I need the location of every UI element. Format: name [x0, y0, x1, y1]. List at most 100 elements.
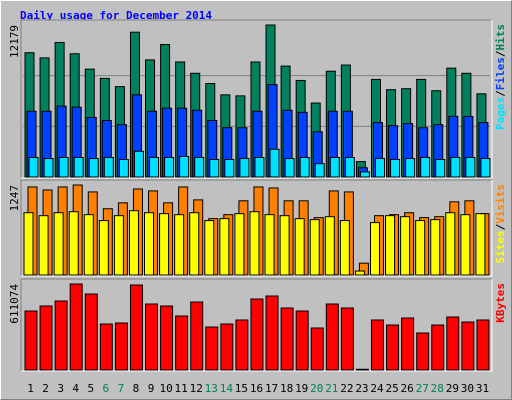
x-tick-label: 17 — [265, 382, 278, 395]
bar — [476, 319, 490, 371]
bar — [415, 220, 426, 276]
y-tick-label: 1247 — [8, 185, 21, 212]
bar — [279, 215, 290, 276]
x-tick-label: 5 — [87, 382, 94, 395]
bar — [254, 156, 265, 178]
bar — [340, 307, 354, 371]
bar — [385, 215, 396, 276]
bar — [249, 211, 260, 276]
bar — [133, 150, 144, 178]
bar — [461, 321, 475, 371]
bar — [145, 303, 159, 371]
legend-separator: / — [494, 90, 507, 97]
bar — [220, 323, 234, 371]
bar — [149, 156, 160, 178]
bar — [235, 319, 249, 371]
bar — [339, 220, 350, 276]
bar — [99, 323, 113, 371]
bar — [420, 156, 431, 178]
legend: Pages/Files/Hits — [494, 24, 507, 130]
bar — [355, 368, 369, 371]
bar — [28, 156, 39, 178]
bar — [88, 158, 99, 178]
bar — [205, 326, 219, 371]
x-tick-label: 13 — [205, 382, 218, 395]
x-tick-label: 11 — [175, 382, 188, 395]
x-tick-label: 16 — [250, 382, 263, 395]
bar — [390, 159, 401, 178]
bar — [401, 317, 415, 371]
bar — [299, 156, 310, 178]
bar — [23, 212, 34, 276]
bar — [68, 211, 79, 276]
bar — [144, 212, 155, 276]
bar — [450, 156, 461, 178]
bar — [294, 218, 305, 276]
bar — [314, 163, 325, 178]
panel-bevel — [21, 20, 493, 179]
bar — [239, 158, 250, 178]
bar — [194, 156, 205, 178]
x-tick-label: 23 — [355, 382, 368, 395]
bar — [435, 159, 446, 178]
bar — [264, 214, 275, 276]
legend-separator: / — [494, 223, 507, 230]
bar — [175, 315, 189, 371]
bar — [344, 156, 355, 178]
x-tick-label: 15 — [235, 382, 248, 395]
bar — [159, 213, 170, 276]
x-tick-label: 6 — [103, 382, 110, 395]
x-tick-label: 28 — [431, 382, 444, 395]
x-tick-label: 29 — [446, 382, 459, 395]
bar — [113, 215, 124, 276]
bar — [295, 310, 309, 371]
bar — [465, 156, 476, 178]
x-tick-label: 27 — [416, 382, 429, 395]
x-tick-label: 1 — [27, 382, 34, 395]
y-tick-label: 611074 — [8, 284, 21, 324]
bar — [430, 219, 441, 276]
legend-entry: Visits — [494, 184, 507, 224]
bar — [445, 212, 456, 276]
bar — [43, 158, 54, 178]
panel-bevel — [21, 180, 493, 277]
bar — [53, 212, 64, 276]
x-tick-label: 20 — [310, 382, 323, 395]
panel-bevel — [21, 279, 493, 372]
bar — [24, 310, 38, 371]
legend-entry: Files — [494, 57, 507, 90]
bar — [369, 222, 380, 276]
bar — [284, 158, 295, 178]
x-tick-label: 7 — [118, 382, 125, 395]
panel-bevel — [20, 179, 492, 276]
x-tick-label: 26 — [401, 382, 414, 395]
bar — [69, 283, 83, 371]
bar — [310, 327, 324, 371]
bar — [354, 270, 365, 276]
x-tick-label: 8 — [133, 382, 140, 395]
legend-entry: Pages — [494, 97, 507, 130]
x-tick-label: 21 — [325, 382, 338, 395]
legend-entry: Sites — [494, 230, 507, 263]
bar — [374, 158, 385, 178]
bar — [475, 213, 486, 276]
bar — [309, 219, 320, 276]
x-tick-label: 4 — [72, 382, 79, 395]
bar — [190, 301, 204, 371]
bar — [269, 148, 280, 178]
panel-bevel — [20, 278, 492, 371]
bar — [160, 305, 174, 371]
x-tick-label: 24 — [370, 382, 384, 395]
x-tick-label: 25 — [385, 382, 398, 395]
y-tick-label: 12179 — [8, 25, 21, 58]
x-tick-label: 9 — [148, 382, 155, 395]
bar — [114, 322, 128, 371]
bar — [39, 305, 53, 371]
bar — [189, 212, 200, 276]
bar — [224, 159, 235, 178]
x-tick-label: 10 — [159, 382, 172, 395]
bar — [405, 158, 416, 178]
bar — [446, 316, 460, 371]
bar — [219, 218, 230, 276]
